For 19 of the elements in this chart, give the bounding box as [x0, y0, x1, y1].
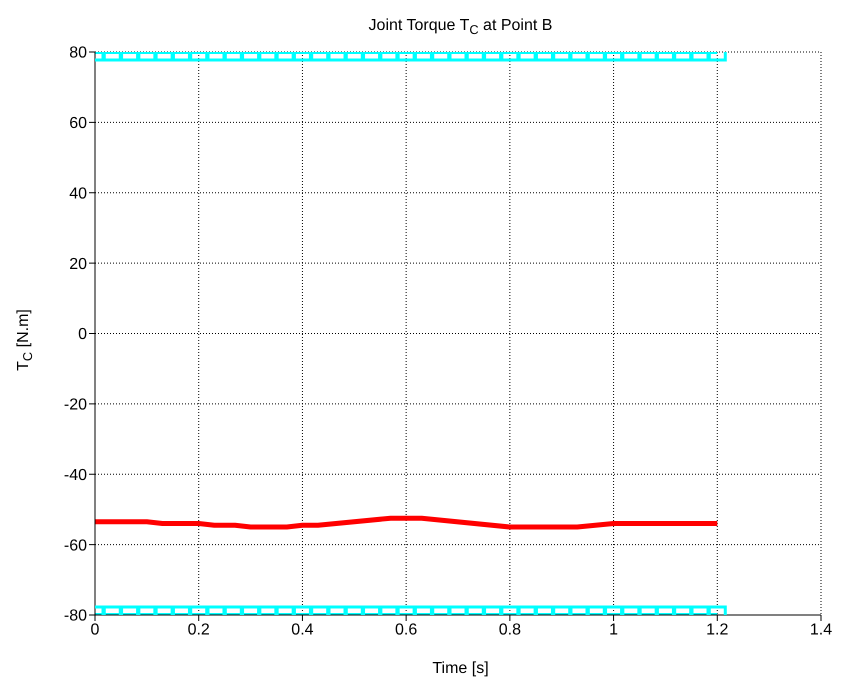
- y-tick-label: -20: [64, 396, 88, 414]
- x-axis-title: Time [s]: [432, 660, 489, 677]
- x-tick-label: 1.4: [810, 621, 832, 638]
- y-tick-label: 40: [69, 185, 88, 202]
- x-tick-label: 0: [90, 621, 100, 638]
- y-tick-label: 80: [69, 44, 88, 62]
- x-tick-label: 1.2: [706, 621, 729, 638]
- x-tick-label: 0.2: [188, 621, 210, 638]
- x-tick-label: 0.8: [498, 621, 522, 638]
- chart-title: Joint Torque T$_{C}$ at Point B: [368, 17, 552, 37]
- y-tick-label: -80: [64, 608, 88, 625]
- y-tick-label: 0: [78, 326, 88, 344]
- y-tick-label: -60: [64, 537, 88, 554]
- x-tick-label: 1: [609, 621, 618, 638]
- x-tick-label: 0.6: [395, 621, 418, 638]
- y-tick-label: -40: [64, 466, 88, 484]
- x-tick-label: 0.4: [291, 621, 314, 638]
- y-tick-label: 20: [69, 256, 88, 273]
- y-tick-label: 60: [69, 115, 88, 132]
